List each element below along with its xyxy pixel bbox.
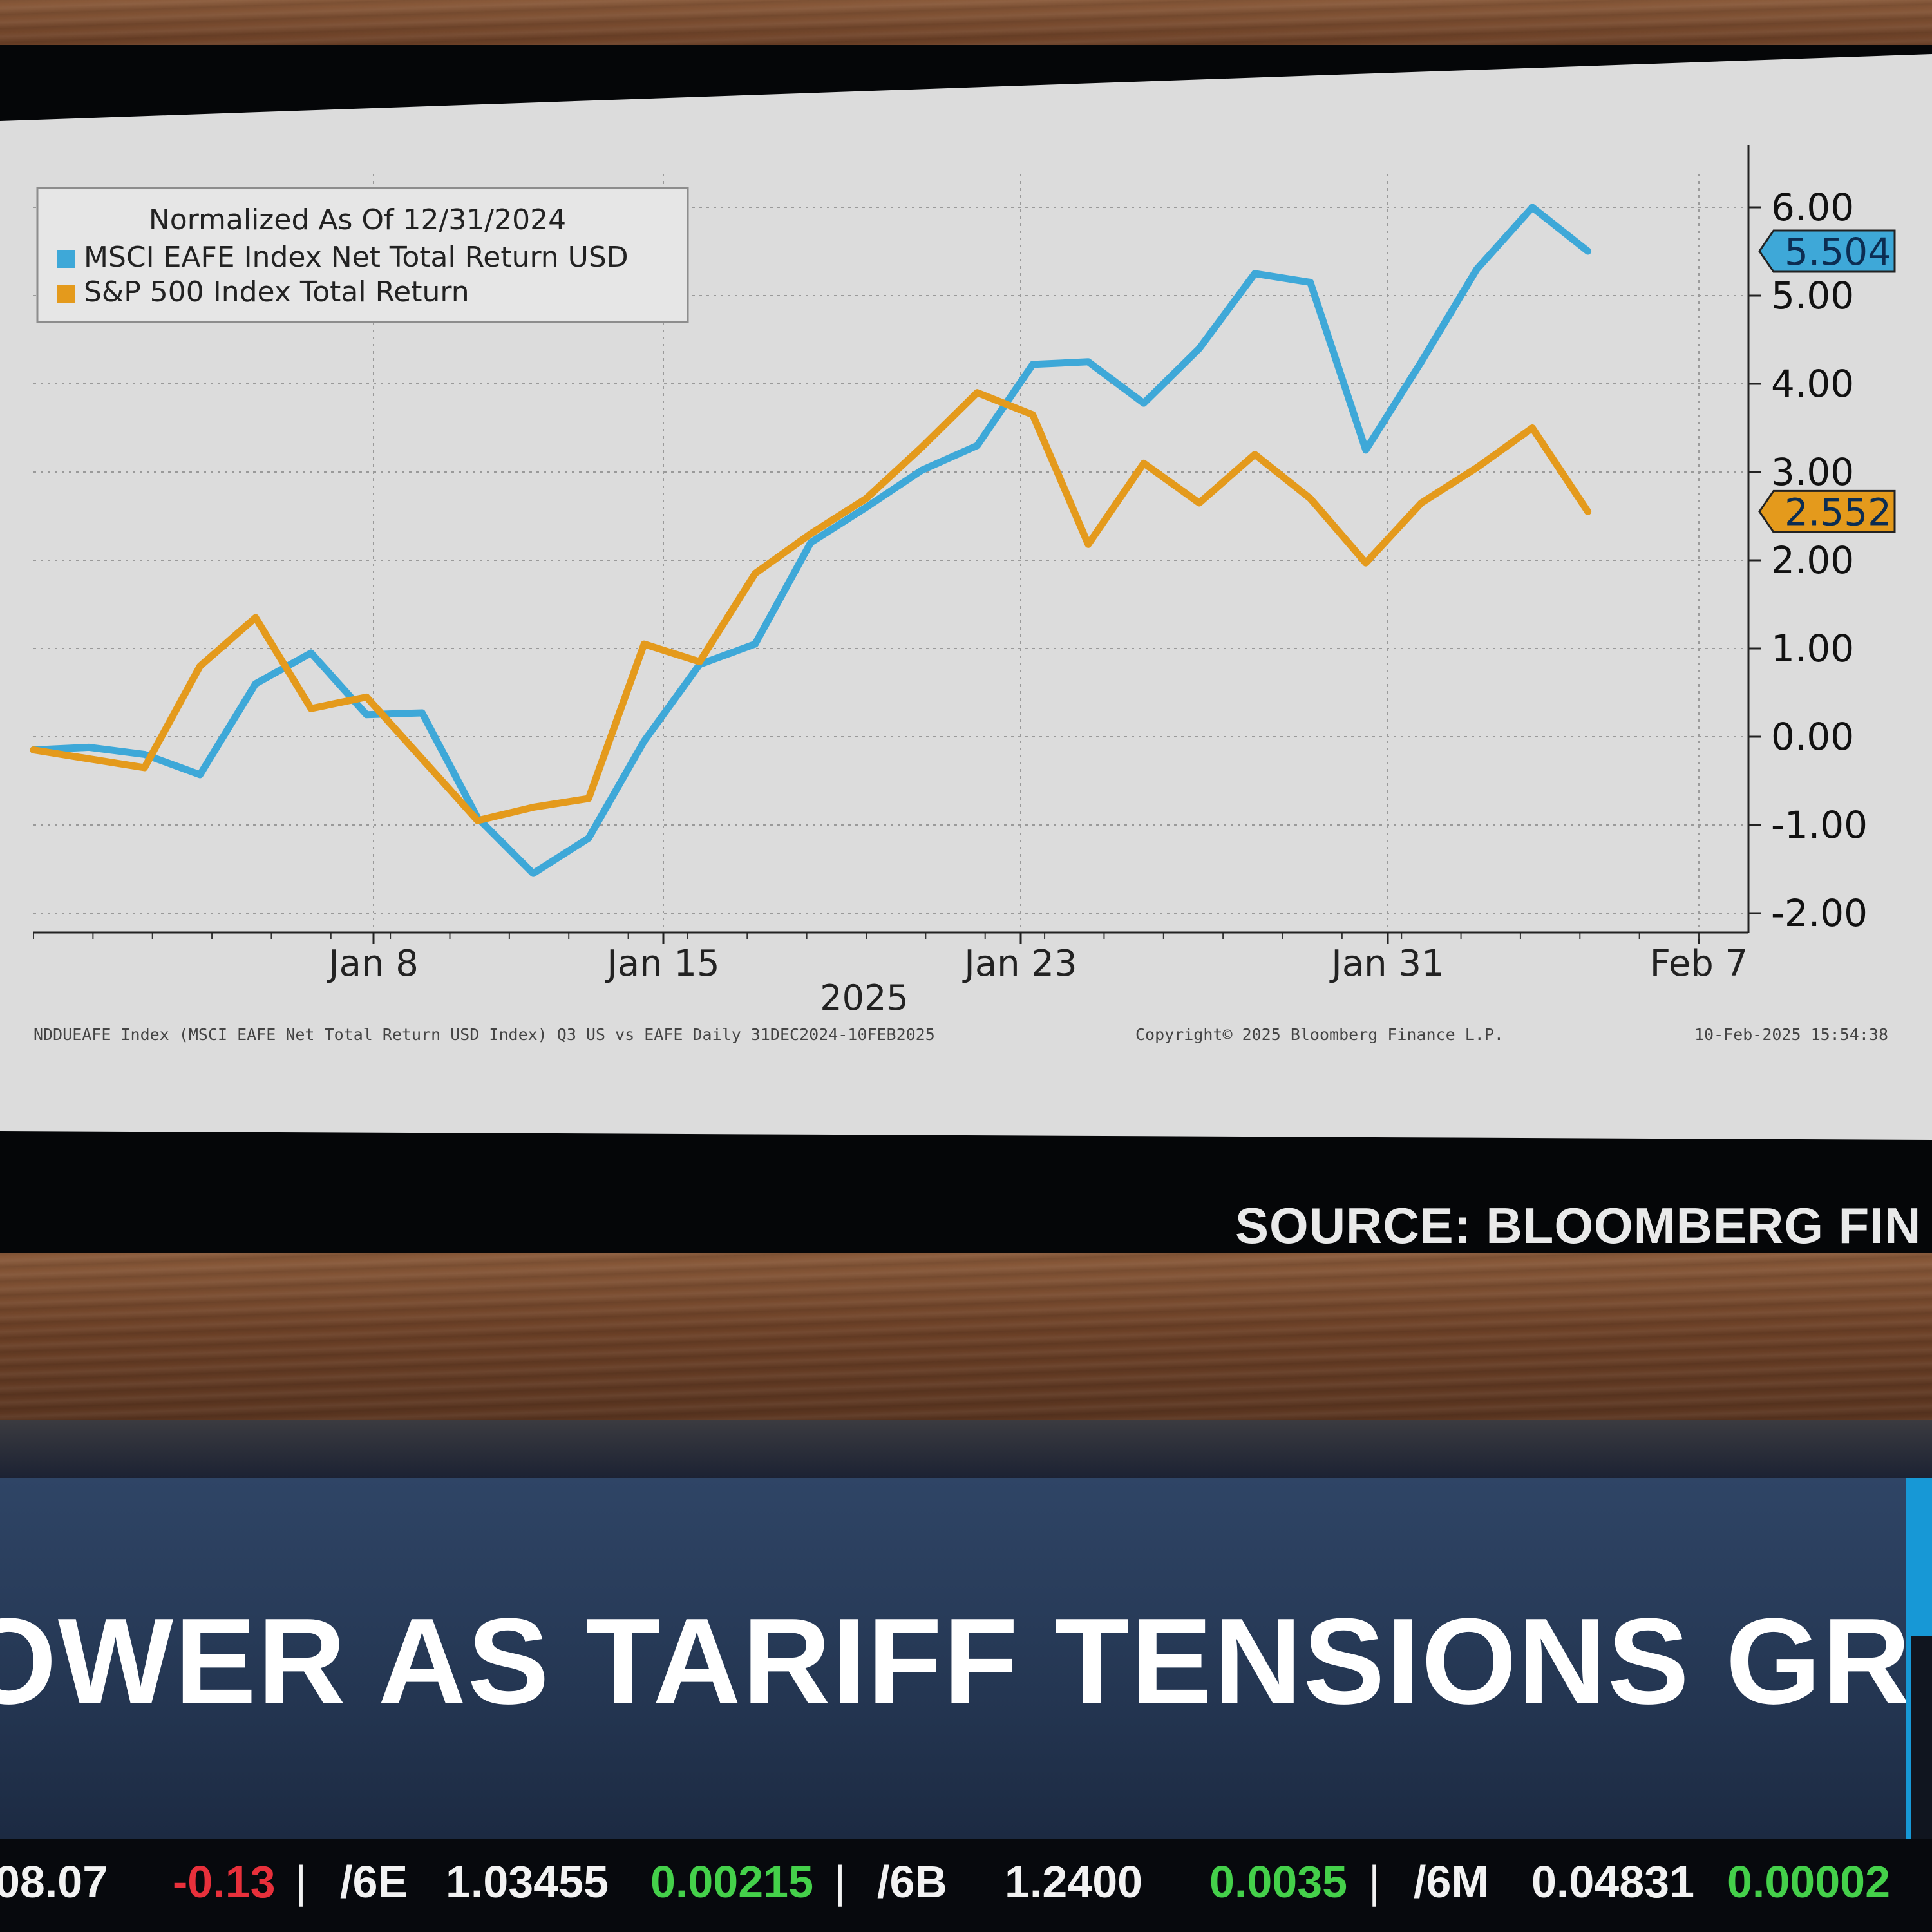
chart-panel <box>0 54 1932 1140</box>
ticker-item: -0.13 <box>173 1857 276 1907</box>
headline-text: OWER AS TARIFF TENSIONS GROW <box>0 1593 1906 1730</box>
x-tick-label: Jan 31 <box>1329 943 1444 985</box>
tick-labels: 6.00 5.00 4.00 3.00 2.00 1.00 0.00 -1.00 -2.00 Ja… <box>327 185 1896 985</box>
y-tick-label: -2.00 <box>1771 891 1868 935</box>
y-tick-label: 3.00 <box>1771 450 1854 494</box>
last-value-tag-sp500: 2.552 <box>1758 489 1896 534</box>
source-credit: SOURCE: BLOOMBERG FIN <box>1235 1197 1922 1254</box>
series-line-msci-eafe <box>30 204 1592 877</box>
ticker-item: 08.07 <box>0 1857 108 1907</box>
headline-accent-inset <box>1911 1636 1932 1839</box>
ticker-item: 1.2400 <box>1005 1857 1143 1907</box>
shelf-shadow <box>0 1420 1932 1478</box>
last-value-label: 2.552 <box>1785 490 1891 534</box>
legend-label-sp500: S&P 500 Index Total Return <box>84 276 469 308</box>
y-tick-label: 5.00 <box>1771 274 1854 317</box>
last-value-tag-msci-eafe: 5.504 <box>1758 229 1896 274</box>
x-tick-label: Jan 15 <box>605 943 719 985</box>
chart-footer-copyright: Copyright© 2025 Bloomberg Finance L.P. <box>1135 1025 1504 1044</box>
x-tick-label: Feb 7 <box>1650 943 1748 985</box>
y-tick-label: 1.00 <box>1771 627 1854 670</box>
axes <box>33 145 1761 944</box>
market-ticker: 08.07 -0.13 | /6E 1.03455 0.00215 | /6B … <box>0 1839 1932 1932</box>
series-lines <box>30 204 1592 877</box>
y-tick-label: 2.00 <box>1771 538 1854 582</box>
ticker-item: 0.04831 <box>1531 1857 1695 1907</box>
chart-footer-timestamp: 10-Feb-2025 15:54:38 <box>1694 1025 1888 1044</box>
legend-swatch-msci <box>57 250 75 268</box>
headline-band: OWER AS TARIFF TENSIONS GROW <box>0 1478 1906 1839</box>
last-value-label: 5.504 <box>1785 230 1891 274</box>
x-tick-label: Jan 23 <box>962 943 1077 985</box>
legend-label-msci: MSCI EAFE Index Net Total Return USD <box>84 241 629 274</box>
ticker-separator: | <box>1368 1857 1381 1907</box>
ticker-item: /6E <box>340 1857 408 1907</box>
y-tick-label: 6.00 <box>1771 185 1854 229</box>
display-monitor: 6.00 5.00 4.00 3.00 2.00 1.00 0.00 -1.00 -2.00 Ja… <box>0 45 1932 1262</box>
x-year-label: 2025 <box>820 978 908 1018</box>
y-tick-label: 4.00 <box>1771 362 1854 406</box>
wood-shelf-bottom <box>0 1253 1932 1420</box>
legend-title: Normalized As Of 12/31/2024 <box>149 204 566 236</box>
ticker-item: 0.00002 <box>1727 1857 1891 1907</box>
ticker-item: 0.00215 <box>650 1857 814 1907</box>
ticker-item: /6M <box>1414 1857 1489 1907</box>
chart-footer-description: NDDUEAFE Index (MSCI EAFE Net Total Retu… <box>33 1025 935 1044</box>
chart-screen: 6.00 5.00 4.00 3.00 2.00 1.00 0.00 -1.00 -2.00 Ja… <box>0 54 1932 1140</box>
y-tick-label: -1.00 <box>1771 803 1868 847</box>
last-value-tag-shape <box>1758 229 1896 273</box>
y-tick-label: 0.00 <box>1771 715 1854 759</box>
series-line-sp500 <box>30 389 1592 824</box>
legend-frame <box>36 187 689 323</box>
x-tick-label: Jan 8 <box>327 943 419 985</box>
ticker-item: 1.03455 <box>446 1857 609 1907</box>
legend-swatch-sp500 <box>57 285 75 303</box>
ticker-item: /6B <box>877 1857 947 1907</box>
ticker-item: 0.0035 <box>1209 1857 1348 1907</box>
ticker-separator: | <box>295 1857 307 1907</box>
last-value-tag-shape <box>1758 489 1896 533</box>
ticker-separator: | <box>834 1857 846 1907</box>
legend-box: Normalized As Of 12/31/2024 MSCI EAFE In… <box>36 187 689 323</box>
